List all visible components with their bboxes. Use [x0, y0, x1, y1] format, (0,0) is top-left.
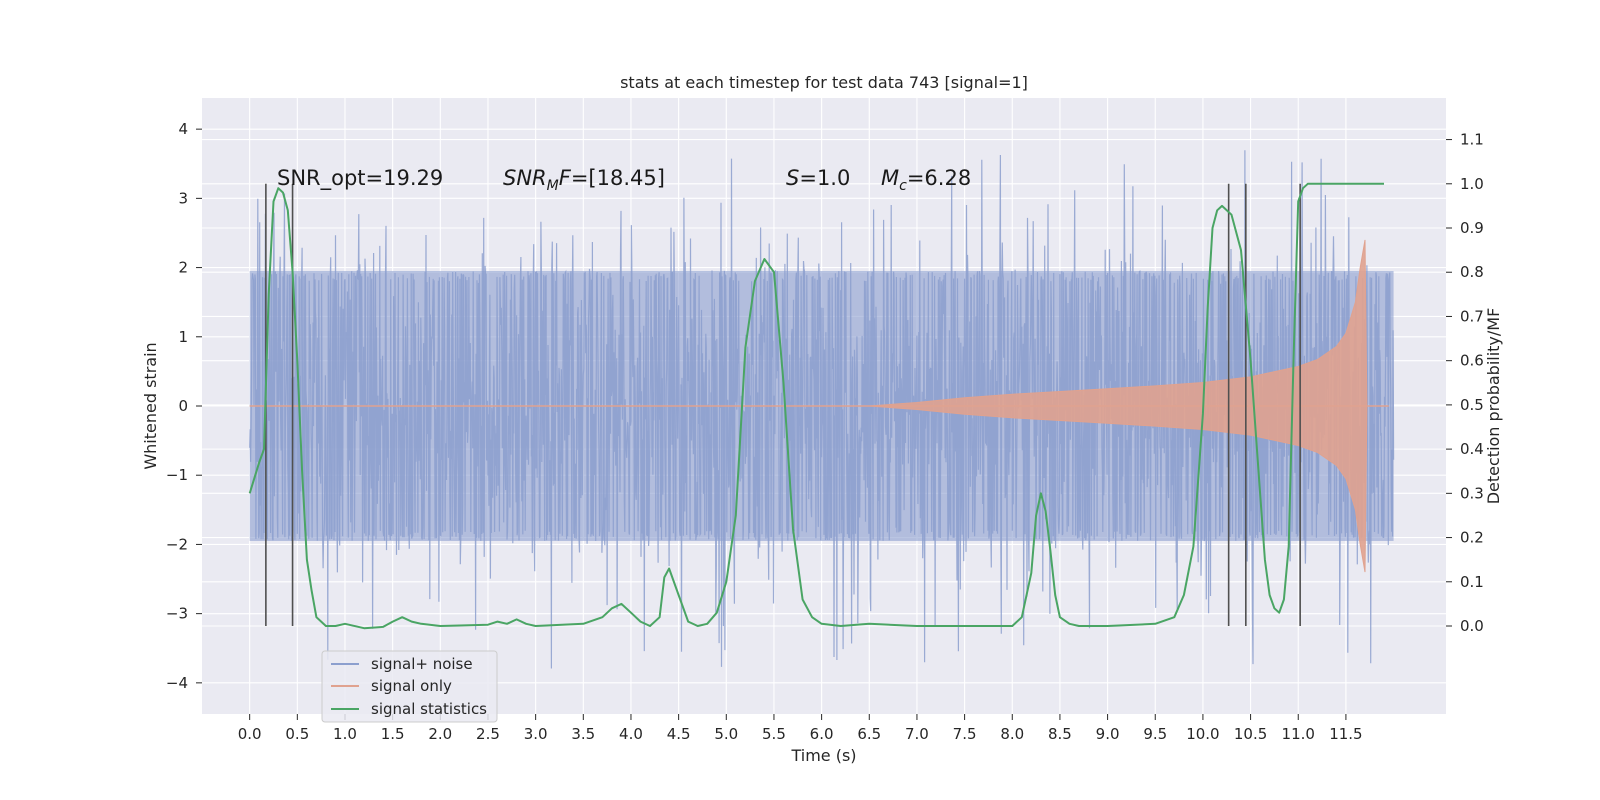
x-tick-label: 4.0	[619, 725, 643, 743]
x-tick-label: 3.0	[524, 725, 548, 743]
x-tick-label: 8.0	[1000, 725, 1024, 743]
x-tick-label: 11.5	[1329, 725, 1362, 743]
y-right-tick-label: 0.5	[1460, 396, 1484, 414]
annotation-s-symbol: S	[786, 166, 799, 190]
x-tick-label: 4.5	[667, 725, 691, 743]
vertical-markers	[265, 183, 1301, 626]
chart-title: stats at each timestep for test data 743…	[620, 73, 1028, 92]
annotation-s-value: =1.0	[799, 166, 850, 190]
x-tick-label: 1.5	[381, 725, 405, 743]
legend-label-signal-statistics: signal statistics	[371, 700, 487, 718]
x-axis-label: Time (s)	[790, 746, 856, 765]
x-tick-label: 9.0	[1096, 725, 1120, 743]
y-right-tick-label: 0.6	[1460, 352, 1484, 370]
x-tick-label: 9.5	[1143, 725, 1167, 743]
x-tick-label: 7.5	[953, 725, 977, 743]
x-tick-label: 0.5	[285, 725, 309, 743]
y-left-tick-label: −1	[166, 466, 188, 484]
annotation-mc-symbol: M	[881, 166, 899, 190]
annotation-snr-mf-value: =[18.45]	[571, 166, 665, 190]
annotation-snr-mf-suffix: F	[559, 166, 572, 190]
x-tick-label: 8.5	[1048, 725, 1072, 743]
legend-box	[321, 650, 498, 723]
y-axis-left-label: Whitened strain	[141, 342, 160, 469]
y-left-tick-label: 4	[178, 120, 188, 138]
x-tick-label: 6.5	[857, 725, 881, 743]
annotation-snr-mf-sub: M	[547, 178, 559, 194]
legend-label-signal-only: signal only	[371, 677, 452, 695]
y-right-tick-label: 0.9	[1460, 219, 1484, 237]
x-tick-label: 2.0	[428, 725, 452, 743]
series-signal-statistics	[248, 182, 1384, 630]
y-left-tick-label: −2	[166, 535, 188, 553]
y-right-tick-label: 0.0	[1460, 617, 1484, 635]
y-right-tick-label: 1.0	[1460, 175, 1484, 193]
x-tick-label: 6.0	[810, 725, 834, 743]
y-right-tick-label: 0.1	[1460, 573, 1484, 591]
y-axis-right-label: Detection probability/MF	[1484, 308, 1503, 505]
y-left-tick-label: −4	[166, 674, 188, 692]
annotation-mc-value: =6.28	[907, 166, 971, 190]
x-tick-label: 11.0	[1282, 725, 1315, 743]
legend: signal+ noise signal only signal statist…	[321, 650, 498, 723]
annotation-snr-mf: SNRMF=[18.45]	[503, 166, 665, 194]
x-tick-label: 3.5	[571, 725, 595, 743]
annotations: SNR_opt=19.29 SNRMF=[18.45] S=1.0 Mc=6.2…	[277, 166, 971, 194]
signal-statistics-line	[248, 182, 1384, 630]
x-tick-label: 5.0	[714, 725, 738, 743]
annotation-mc-sub: c	[899, 178, 907, 194]
annotation-snr-mf-symbol: SNR	[503, 166, 547, 190]
y-left-tick-label: −3	[166, 605, 188, 623]
y-axis-left-ticks: 4 3 2 1 0 −1 −2 −3 −4	[166, 120, 202, 692]
y-left-tick-label: 1	[178, 328, 188, 346]
y-right-tick-label: 1.1	[1460, 131, 1484, 149]
legend-label-signal-plus-noise: signal+ noise	[371, 655, 473, 673]
x-tick-label: 0.0	[238, 725, 262, 743]
y-right-tick-label: 0.8	[1460, 263, 1484, 281]
x-tick-label: 10.0	[1186, 725, 1219, 743]
y-right-tick-label: 0.2	[1460, 529, 1484, 547]
y-right-tick-label: 0.4	[1460, 440, 1484, 458]
x-tick-label: 5.5	[762, 725, 786, 743]
x-tick-label: 7.0	[905, 725, 929, 743]
x-axis-ticks: 0.0 0.5 1.0 1.5 2.0 2.5 3.0 3.5 4.0 4.5 5.0 5.5 6.0 6…	[238, 714, 1363, 743]
y-axis-right-ticks: 1.1 1.0 0.9 0.8 0.7 0.6 0.5 0.4 0.3 0.2 0.1 0.0	[1446, 131, 1484, 635]
y-left-tick-label: 0	[178, 397, 188, 415]
annotation-snr-opt: SNR_opt=19.29	[277, 166, 443, 191]
y-left-tick-label: 2	[178, 259, 188, 277]
y-left-tick-label: 3	[178, 189, 188, 207]
y-right-tick-label: 0.7	[1460, 307, 1484, 325]
x-tick-label: 1.0	[333, 725, 357, 743]
x-tick-label: 2.5	[476, 725, 500, 743]
annotation-s: S=1.0	[786, 166, 850, 190]
annotation-mc: Mc=6.28	[881, 166, 971, 194]
x-tick-label: 10.5	[1234, 725, 1267, 743]
y-right-tick-label: 0.3	[1460, 484, 1484, 502]
series-signal-only	[249, 239, 1389, 573]
